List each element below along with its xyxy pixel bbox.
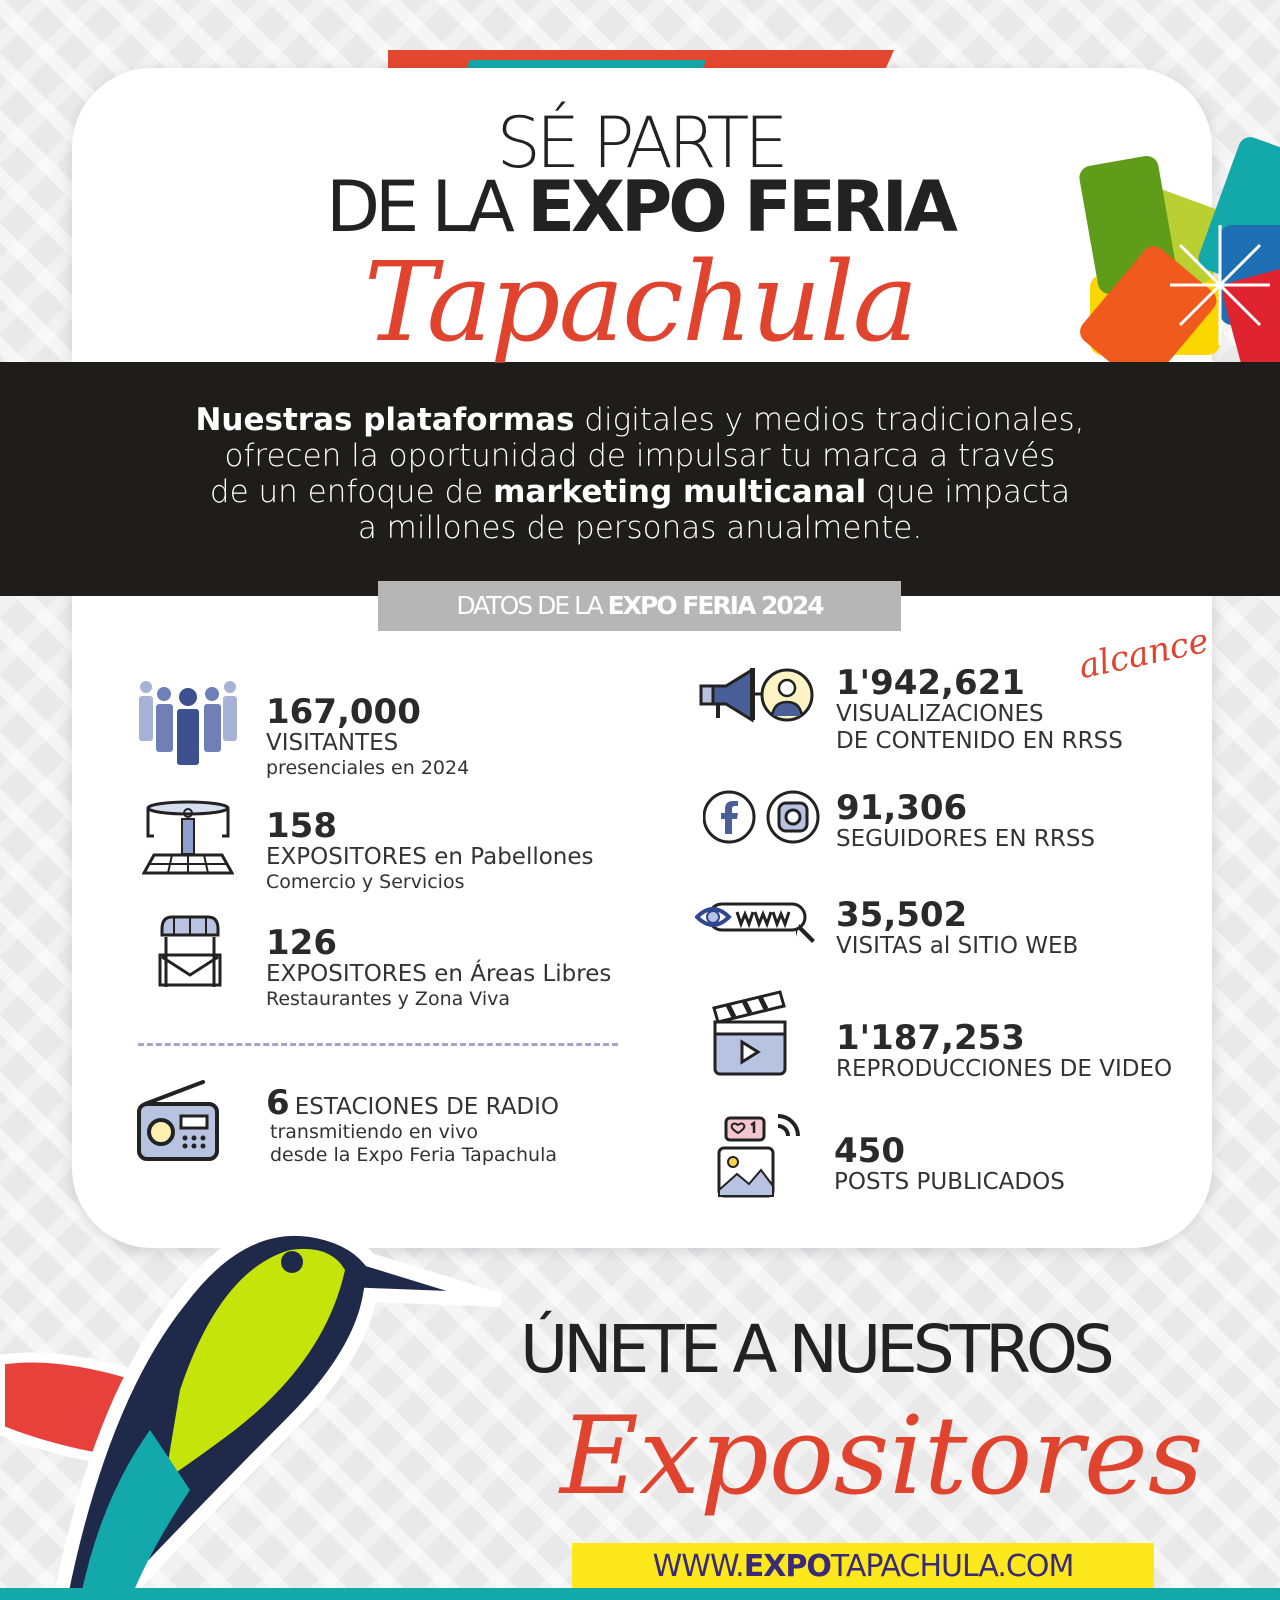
stat-label-2: DE CONTENIDO EN RRSS [836, 728, 1123, 754]
intro-line-3a: de un enfoque de [209, 474, 494, 510]
stat-areas-libres: 126 EXPOSITORES en Áreas Libres Restaura… [266, 925, 611, 1011]
stat-label: VISUALIZACIONES [836, 701, 1044, 727]
title-line-2: DE LA EXPO FERIA [0, 172, 1280, 242]
stat-visualizaciones: 1'942,621 VISUALIZACIONES DE CONTENIDO E… [836, 665, 1123, 755]
facebook-instagram-icon [703, 790, 820, 844]
section-label: DATOS DE LA EXPO FERIA 2024 [378, 581, 901, 631]
stat-value: 167,000 [266, 692, 421, 732]
stat-value: 1'187,253 [836, 1018, 1025, 1058]
stat-sub: Comercio y Servicios [266, 871, 465, 893]
stat-value: 158 [266, 806, 337, 846]
stat-value: 126 [266, 923, 337, 963]
intro-line-4: a millones de personas anualmente. [357, 510, 923, 546]
stat-label: EXPOSITORES en Áreas Libres [266, 961, 612, 987]
stat-value: 35,502 [836, 895, 968, 935]
stat-sub: transmitiendo en vivo [270, 1121, 478, 1143]
www-eye-icon [695, 902, 815, 943]
cta-heading: ÚNETE A NUESTROS [520, 1311, 1115, 1388]
pavilion-icon [142, 800, 234, 875]
divider [138, 1043, 618, 1046]
stat-posts: 450 POSTS PUBLICADOS [834, 1133, 1065, 1196]
stat-reproducciones: 1'187,253 REPRODUCCIONES DE VIDEO [836, 1020, 1172, 1083]
stat-sub: presenciales en 2024 [266, 757, 470, 779]
stat-label: VISITAS al SITIO WEB [836, 933, 1079, 959]
website-link[interactable]: WWW.EXPOTAPACHULA.COM [572, 1543, 1154, 1589]
stat-label: ESTACIONES DE RADIO [294, 1094, 560, 1120]
intro-line-2: ofrecen la oportunidad de impulsar tu ma… [224, 438, 1056, 474]
url-post: .COM [997, 1549, 1074, 1584]
stat-sub: Restaurantes y Zona Viva [266, 988, 511, 1010]
crowd-icon [139, 681, 237, 765]
url-mid: TAPACHULA [830, 1549, 999, 1584]
cta-script-expositores: Expositores [560, 1394, 1204, 1519]
social-post-icon [717, 1114, 800, 1198]
intro-band: Nuestras plataformas digitales y medios … [0, 362, 1280, 596]
intro-bold-1: Nuestras plataformas [195, 402, 575, 438]
url-bold: EXPO [743, 1549, 832, 1584]
radio-icon [137, 1080, 219, 1161]
stat-label: POSTS PUBLICADOS [834, 1169, 1065, 1195]
intro-line-1: digitales y medios tradicionales, [574, 402, 1085, 438]
section-label-light: DATOS DE LA [456, 591, 608, 620]
market-stall-icon [158, 915, 222, 987]
stat-value: 1'942,621 [836, 663, 1025, 703]
stat-label: SEGUIDORES EN RRSS [836, 826, 1096, 852]
stat-value: 91,306 [836, 788, 968, 828]
stat-pabellones: 158 EXPOSITORES en Pabellones Comercio y… [266, 808, 594, 894]
url-pre: WWW. [652, 1549, 745, 1584]
title-line-1: SÉ PARTE [496, 102, 788, 184]
title-line-2-light: DE LA [326, 166, 528, 248]
stat-label: EXPOSITORES en Pabellones [266, 844, 594, 870]
intro-text: Nuestras plataformas digitales y medios … [0, 402, 1280, 546]
stat-radio: 6 ESTACIONES DE RADIO transmitiendo en v… [266, 1085, 559, 1167]
intro-bold-2: marketing multicanal [493, 474, 867, 510]
stat-visitas-web: 35,502 VISITAS al SITIO WEB [836, 897, 1078, 960]
section-label-bold: EXPO FERIA 2024 [607, 591, 825, 620]
title-line-2-bold: EXPO FERIA [527, 166, 958, 248]
stat-label: REPRODUCCIONES DE VIDEO [836, 1056, 1173, 1082]
stat-value: 450 [834, 1131, 905, 1171]
bottom-strip [0, 1588, 1280, 1600]
stat-value: 6 [266, 1083, 290, 1123]
stat-label: VISITANTES [266, 730, 399, 756]
stat-sub: desde la Expo Feria Tapachula [270, 1144, 557, 1166]
title-script-tapachula: Tapachula [363, 238, 918, 366]
stat-seguidores: 91,306 SEGUIDORES EN RRSS [836, 790, 1095, 853]
megaphone-icon [699, 668, 814, 723]
hummingbird-illustration [0, 1221, 503, 1600]
intro-line-3b: que impacta [866, 474, 1071, 510]
stat-visitantes: 167,000 VISITANTES presenciales en 2024 [266, 694, 469, 780]
info-card [72, 68, 1212, 1248]
clapperboard-icon [712, 990, 787, 1076]
